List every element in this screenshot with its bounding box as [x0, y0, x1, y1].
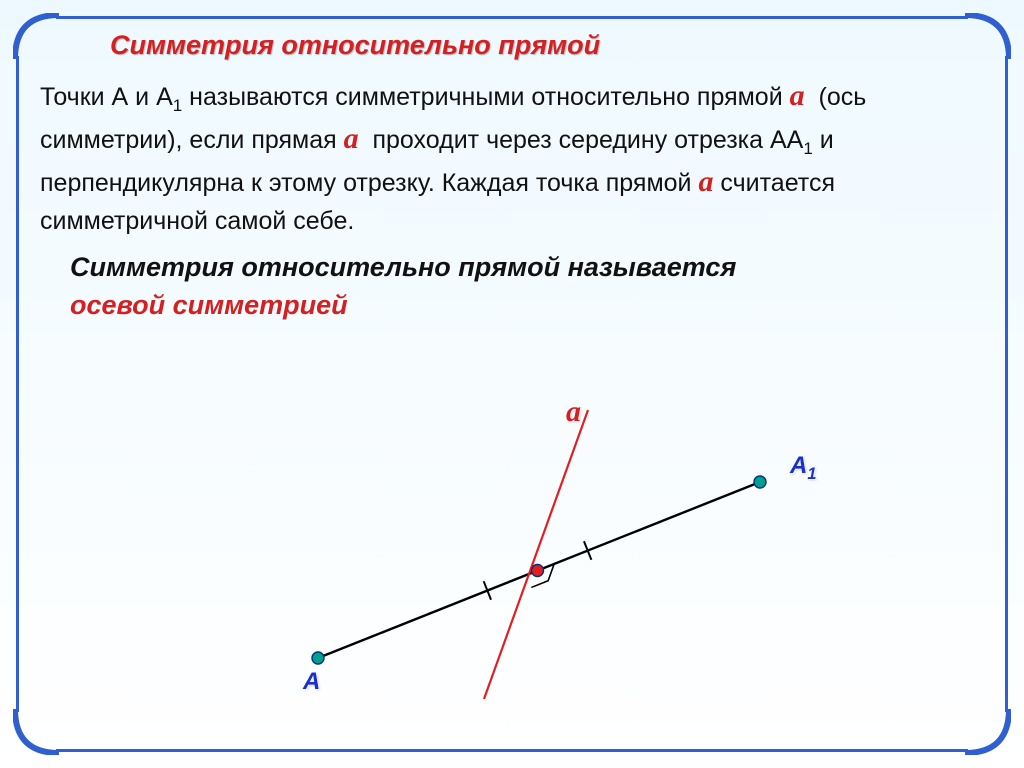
- content-area: Симметрия относительно прямой Точки А и …: [40, 30, 994, 325]
- frame-corner-br: [965, 709, 1011, 755]
- point-a1-label-sub: 1: [807, 465, 816, 483]
- p-a1: а: [790, 79, 805, 112]
- p-a3: а: [698, 165, 713, 198]
- definition-paragraph: Точки А и А1 называются симметричными от…: [40, 75, 994, 239]
- axis-line-a: [484, 410, 588, 699]
- p-t4-sub: 1: [803, 139, 812, 158]
- frame-border-bottom: [56, 749, 968, 752]
- frame-border-left: [16, 56, 19, 712]
- point-a-label: А: [303, 668, 320, 696]
- point-a1-label: А1: [790, 452, 816, 484]
- frame-border-top: [56, 16, 968, 19]
- slide-page: Симметрия относительно прямой Точки А и …: [0, 0, 1024, 768]
- point-a: [312, 652, 324, 664]
- frame-border-right: [1005, 56, 1008, 712]
- p-t2: называются симметричными относительно пр…: [182, 83, 789, 111]
- frame-corner-bl: [13, 709, 59, 755]
- right-angle-mark: [531, 564, 554, 588]
- p-t1-sub: 1: [173, 96, 182, 115]
- point-a1: [754, 476, 766, 488]
- p-a2: а: [344, 122, 359, 155]
- subtitle-line1: Симметрия относительно прямой называется: [70, 252, 736, 282]
- equal-tick-marks: [484, 541, 592, 600]
- subtitle: Симметрия относительно прямой называется…: [70, 249, 994, 325]
- p-t4: проходит через середину отрезка АА: [359, 126, 804, 154]
- point-a1-label-base: А: [790, 452, 807, 479]
- axis-label: а: [566, 395, 581, 429]
- segment-aa1: [318, 482, 760, 658]
- slide-title: Симметрия относительно прямой: [110, 30, 994, 61]
- point-intersection: [532, 565, 544, 577]
- p-t1: Точки А и А: [40, 83, 173, 111]
- subtitle-line2: осевой симметрией: [70, 290, 348, 320]
